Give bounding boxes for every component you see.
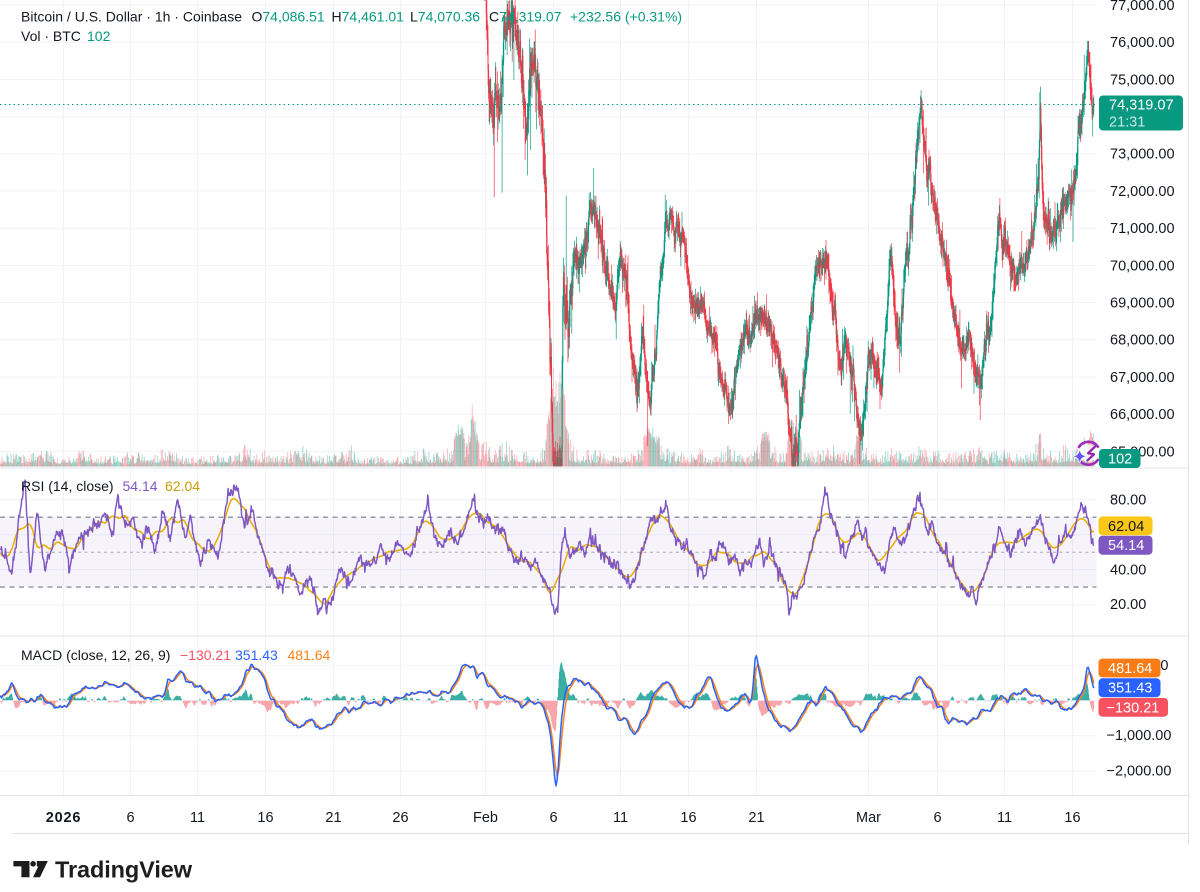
svg-text:16: 16 [1064, 810, 1080, 826]
svg-text:102: 102 [1108, 451, 1132, 467]
svg-text:21:31: 21:31 [1109, 115, 1145, 131]
svg-text:−130.21: −130.21 [180, 647, 231, 663]
svg-text:11: 11 [190, 810, 205, 826]
svg-text:70,000.00: 70,000.00 [1110, 258, 1175, 274]
svg-text:21: 21 [325, 810, 341, 826]
svg-text:−2,000.00: −2,000.00 [1107, 763, 1172, 779]
svg-text:Mar: Mar [856, 810, 881, 826]
svg-text:67,000.00: 67,000.00 [1110, 370, 1175, 386]
svg-text:6: 6 [933, 810, 941, 826]
svg-text:80.00: 80.00 [1110, 493, 1146, 509]
svg-text:−1,000.00: −1,000.00 [1107, 728, 1172, 744]
svg-text:11: 11 [613, 810, 628, 826]
svg-text:H74,461.01: H74,461.01 [332, 9, 405, 25]
svg-text:11: 11 [997, 810, 1012, 826]
svg-text:351.43: 351.43 [235, 647, 278, 663]
svg-text:L74,070.36: L74,070.36 [410, 9, 480, 25]
svg-text:77,000.00: 77,000.00 [1110, 0, 1175, 14]
svg-text:16: 16 [680, 810, 696, 826]
svg-text:74,319.07: 74,319.07 [1109, 98, 1174, 114]
svg-text:351.43: 351.43 [1108, 681, 1152, 697]
svg-text:62.04: 62.04 [165, 478, 200, 494]
svg-text:40.00: 40.00 [1110, 562, 1146, 578]
svg-text:2026: 2026 [46, 810, 81, 826]
svg-text:Bitcoin / U.S. Dollar · 1h · C: Bitcoin / U.S. Dollar · 1h · Coinbase [21, 9, 242, 25]
svg-text:102: 102 [87, 28, 111, 44]
svg-text:54.14: 54.14 [1108, 538, 1144, 554]
svg-text:69,000.00: 69,000.00 [1110, 296, 1175, 312]
svg-text:72,000.00: 72,000.00 [1110, 184, 1175, 200]
svg-text:C74,319.07: C74,319.07 [489, 9, 562, 25]
svg-text:RSI (14, close): RSI (14, close) [21, 478, 114, 494]
svg-text:6: 6 [549, 810, 557, 826]
svg-text:+232.56 (+0.31%): +232.56 (+0.31%) [570, 9, 682, 25]
svg-text:16: 16 [257, 810, 273, 826]
svg-text:20.00: 20.00 [1110, 597, 1146, 613]
svg-text:21: 21 [748, 810, 764, 826]
svg-text:26: 26 [392, 810, 408, 826]
svg-text:6: 6 [126, 810, 134, 826]
svg-text:66,000.00: 66,000.00 [1110, 407, 1175, 423]
svg-text:54.14: 54.14 [123, 478, 158, 494]
svg-text:76,000.00: 76,000.00 [1110, 35, 1175, 51]
svg-text:62.04: 62.04 [1108, 519, 1144, 535]
svg-text:Feb: Feb [473, 810, 498, 826]
svg-text:MACD (close, 12, 26, 9): MACD (close, 12, 26, 9) [21, 647, 170, 663]
svg-text:Vol · BTC: Vol · BTC [21, 28, 81, 44]
svg-text:73,000.00: 73,000.00 [1110, 147, 1175, 163]
svg-text:75,000.00: 75,000.00 [1110, 72, 1175, 88]
svg-text:481.64: 481.64 [1108, 661, 1152, 677]
svg-text:TradingView: TradingView [55, 857, 193, 883]
svg-text:−130.21: −130.21 [1107, 700, 1160, 716]
svg-text:68,000.00: 68,000.00 [1110, 333, 1175, 349]
svg-text:481.64: 481.64 [288, 647, 331, 663]
svg-text:O74,086.51: O74,086.51 [252, 9, 325, 25]
svg-text:71,000.00: 71,000.00 [1110, 221, 1175, 237]
